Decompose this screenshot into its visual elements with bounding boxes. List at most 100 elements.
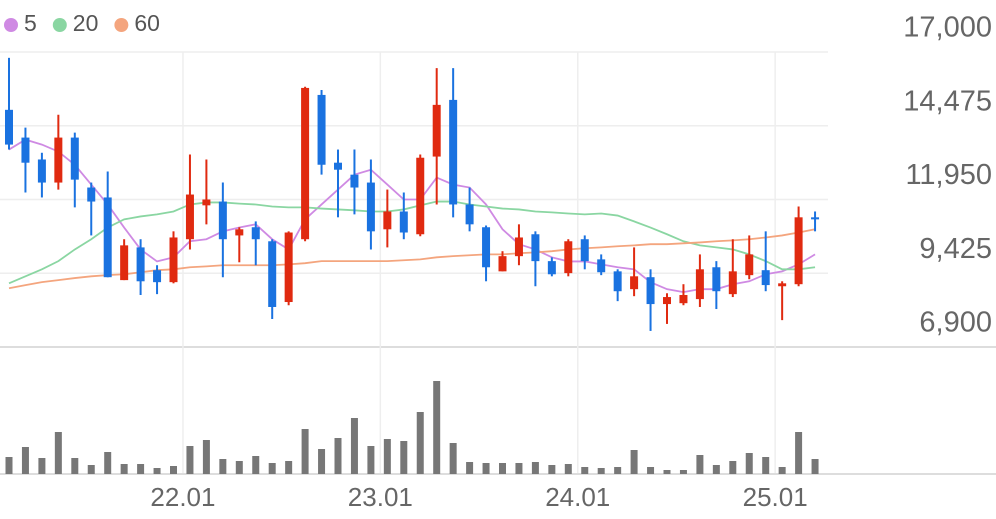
volume-bar: [433, 381, 441, 474]
volume-bar: [564, 464, 572, 474]
candle-body: [251, 227, 260, 240]
volume-bar: [745, 453, 753, 474]
volume-bar: [334, 438, 342, 474]
volume-bar: [268, 463, 276, 474]
volume-bar: [548, 465, 556, 474]
volume-bar: [729, 461, 737, 474]
candle-body: [301, 87, 310, 240]
volume-bar: [762, 457, 770, 474]
volume-bar: [383, 439, 391, 474]
volume-bar: [186, 446, 194, 474]
candle-body: [712, 267, 721, 292]
candle-body: [564, 241, 573, 274]
volume-bar: [811, 459, 819, 474]
candle-body: [21, 137, 30, 163]
volume-bar: [87, 465, 95, 474]
volume-bar: [499, 463, 506, 474]
legend-label: 60: [134, 10, 160, 36]
y-tick-label: 9,425: [919, 233, 992, 265]
candle-body: [70, 137, 79, 180]
volume-bar: [416, 412, 424, 474]
volume-bar: [400, 441, 408, 474]
candle-body: [37, 159, 46, 183]
candle-body: [597, 259, 606, 273]
candle-body: [514, 237, 523, 257]
volume-bar: [482, 463, 490, 474]
candle-body: [679, 295, 688, 304]
candle-body: [695, 269, 704, 300]
candle-body: [778, 283, 787, 287]
candle-body: [498, 256, 507, 272]
volume-bar: [202, 440, 210, 474]
candle-body: [350, 174, 359, 188]
volume-bar: [663, 470, 671, 474]
candle-body: [663, 297, 671, 305]
candle-body: [761, 270, 770, 286]
volume-bar: [531, 462, 539, 474]
volume-bar: [170, 466, 177, 474]
candle-body: [811, 217, 820, 220]
volume-bar: [120, 464, 128, 474]
candle-body: [580, 239, 589, 262]
x-tick-label: 23.01: [348, 482, 413, 512]
volume-bar: [301, 429, 309, 474]
candle-body: [153, 270, 162, 283]
volume-bar: [350, 418, 358, 474]
legend-label: 20: [73, 10, 99, 36]
volume-bar: [137, 464, 145, 474]
y-tick-label: 14,475: [903, 85, 992, 117]
volume-bar: [581, 467, 589, 474]
candle-body: [334, 162, 342, 170]
volume-bar: [778, 467, 786, 474]
candle-body: [202, 199, 211, 206]
ma-line: [8, 138, 816, 294]
y-tick-label: 17,000: [903, 12, 992, 44]
candle-body: [465, 204, 474, 225]
volume-bar: [696, 455, 704, 474]
ma-line: [8, 228, 816, 290]
candle-body: [646, 277, 655, 305]
candle-body: [745, 254, 754, 276]
legend-dot: [52, 18, 67, 32]
candle-body: [103, 197, 112, 278]
volume-bar: [466, 462, 474, 474]
candle-body: [728, 271, 737, 295]
volume-bar: [679, 470, 687, 474]
candle-body: [5, 109, 13, 145]
x-tick-label: 25.01: [743, 482, 808, 512]
volume-bar: [318, 449, 326, 474]
candle-body: [399, 211, 408, 233]
volume-bar: [367, 446, 375, 474]
legend-dot: [4, 18, 18, 32]
candle-body: [317, 94, 326, 165]
volume-bar: [285, 461, 293, 474]
volume-bar: [515, 463, 523, 474]
candle-body: [547, 261, 556, 275]
legend-label: 5: [24, 10, 37, 36]
candle-body: [268, 241, 277, 307]
candle-body: [432, 104, 441, 157]
candle-body: [416, 157, 425, 235]
volume-bar: [219, 459, 227, 474]
candle-body: [531, 234, 540, 262]
volume-bar: [614, 467, 622, 474]
volume-bar: [104, 452, 112, 474]
volume-bar: [630, 450, 638, 474]
candle-body: [794, 217, 803, 285]
volume-bar: [597, 468, 605, 474]
volume-bar: [54, 432, 62, 474]
candle-body: [449, 99, 458, 205]
x-tick-label: 24.01: [545, 482, 610, 512]
candle-body: [218, 201, 227, 240]
volume-bar: [712, 465, 720, 474]
candle-body: [169, 237, 178, 283]
candle-body: [120, 245, 129, 281]
candle-body: [235, 229, 244, 236]
candle-body: [87, 187, 96, 202]
volume-bar: [235, 461, 243, 474]
candle-body: [613, 271, 622, 292]
candle-body: [366, 182, 375, 232]
candle-body: [482, 227, 491, 268]
candle-body: [383, 211, 392, 230]
candle-body: [630, 276, 639, 290]
